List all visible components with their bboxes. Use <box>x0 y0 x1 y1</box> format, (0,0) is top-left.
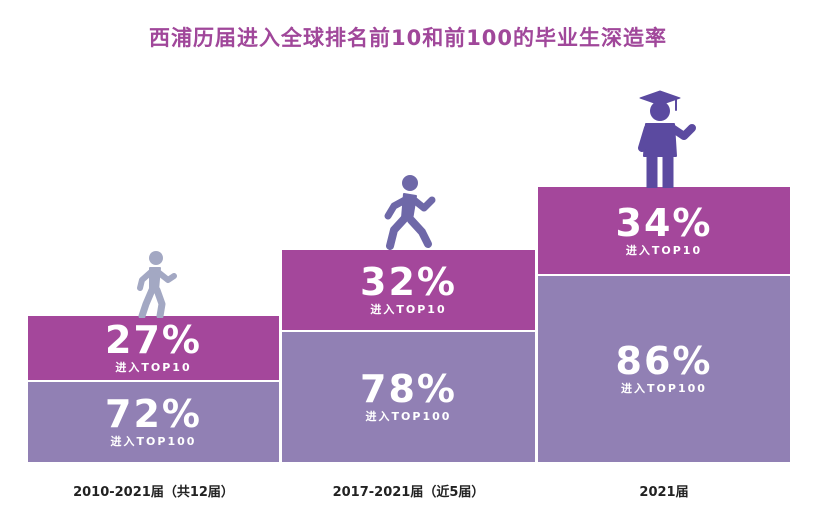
walking-person-icon <box>137 251 177 318</box>
top10-bar: 34% 进入TOP10 <box>538 187 790 274</box>
top100-bar: 86% 进入TOP100 <box>538 276 790 462</box>
top100-series-label: 进入TOP100 <box>110 435 197 448</box>
top100-bar: 78% 进入TOP100 <box>282 332 535 462</box>
top10-series-label: 进入TOP10 <box>115 361 192 374</box>
graduate-icon <box>638 90 696 188</box>
category-label: 2017-2021届（近5届） <box>332 485 485 500</box>
top10-value-label: 34% <box>615 200 713 245</box>
step-column: 27% 进入TOP10 72% 进入TOP100 <box>28 316 279 462</box>
top10-value-label: 32% <box>360 260 457 304</box>
category-label: 2021届 <box>639 485 689 500</box>
running-person-icon <box>384 175 436 250</box>
top10-series-label: 进入TOP10 <box>625 243 703 257</box>
top100-value-label: 72% <box>105 392 202 436</box>
top10-series-label: 进入TOP10 <box>370 303 447 316</box>
top10-bar: 27% 进入TOP10 <box>28 316 279 380</box>
top10-bar: 32% 进入TOP10 <box>282 250 535 330</box>
step-column: 34% 进入TOP10 86% 进入TOP100 <box>538 187 790 462</box>
chart-title: 西浦历届进入全球排名前10和前100的毕业生深造率 <box>148 26 668 50</box>
step-column: 32% 进入TOP10 78% 进入TOP100 <box>282 250 535 462</box>
top100-series-label: 进入TOP100 <box>365 410 452 423</box>
top100-value-label: 86% <box>615 339 713 383</box>
top100-value-label: 78% <box>360 367 457 411</box>
top100-series-label: 进入TOP100 <box>621 382 707 395</box>
top10-value-label: 27% <box>105 318 202 362</box>
category-label: 2010-2021届（共12届） <box>73 485 234 500</box>
top100-bar: 72% 进入TOP100 <box>28 382 279 462</box>
